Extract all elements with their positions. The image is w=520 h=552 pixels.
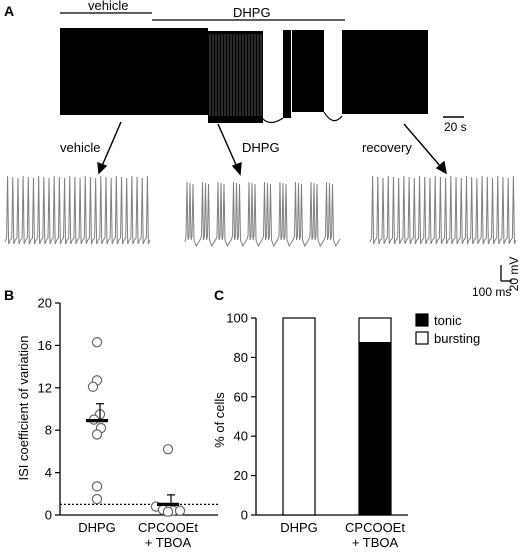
inset-spike-train <box>369 175 517 245</box>
trace-dhpg-burst-block <box>208 31 263 123</box>
b-data-point <box>87 381 99 392</box>
c-x-tick-label: DHPG <box>280 520 318 535</box>
time-scale-label: 20 s <box>444 120 467 134</box>
inset-spike-train <box>184 181 341 248</box>
inset-arrows <box>97 121 447 176</box>
b-x-tick-label: + TBOA <box>145 535 192 550</box>
panel-c-letter: C <box>214 287 224 303</box>
c-x-tick-label: CPCOOEt <box>345 520 405 535</box>
b-x-tick-label: CPCOOEt <box>138 520 198 535</box>
c-y-tick-label: 100 <box>226 311 248 326</box>
b-y-tick-label: 20 <box>38 296 52 311</box>
arrow-head-dhpg <box>231 161 242 176</box>
trace-recovery-segment <box>342 30 428 114</box>
mv-scale-label: 20 mV <box>507 257 520 292</box>
c-ylabel: % of cells <box>212 392 227 448</box>
b-ylabel: ISI coefficient of variation <box>16 335 31 480</box>
vehicle-bar-label: vehicle <box>88 0 128 13</box>
panel-a-letter: A <box>4 3 14 19</box>
ms-scale-label: 100 ms <box>472 285 511 299</box>
c-legend-label-tonic: tonic <box>434 313 462 328</box>
c-y-tick-label: 80 <box>234 350 248 365</box>
b-data-point <box>91 337 103 348</box>
inset-trace-dhpg <box>184 181 341 248</box>
b-y-tick-label: 0 <box>45 508 52 523</box>
main-voltage-trace <box>60 28 428 124</box>
inset-scale-bar: 20 mV 100 ms <box>472 257 520 299</box>
c-x-tick-label: + TBOA <box>352 535 399 550</box>
b-data-point <box>162 506 174 518</box>
arrow-dhpg <box>217 123 238 168</box>
c-bar-tonic <box>358 342 392 516</box>
arrow-vehicle <box>101 121 122 167</box>
b-y-tick-label: 12 <box>38 380 52 395</box>
b-data-point <box>91 493 103 505</box>
b-data-point <box>91 481 103 492</box>
c-y-tick-label: 40 <box>234 429 248 444</box>
panel-c-chart: 0 20 40 60 80 100 DHPG CPCOOEt+ TBOA tonic bursti… <box>226 311 480 551</box>
panel-b-chart: 0 4 8 12 16 20 DHPG CPCOOEt+ TBOA <box>38 296 218 550</box>
c-legend-swatch-bursting <box>415 331 429 345</box>
c-legend-swatch-tonic <box>415 313 429 327</box>
trace-pause <box>323 111 343 122</box>
c-y-tick-label: 20 <box>234 468 248 483</box>
inset-label-recovery: recovery <box>362 140 412 155</box>
arrow-head-vehicle <box>97 161 108 175</box>
dhpg-bar-label: DHPG <box>233 5 271 20</box>
inset-label-vehicle: vehicle <box>60 140 100 155</box>
c-legend-label-bursting: bursting <box>434 331 480 346</box>
b-data-point <box>174 505 186 516</box>
inset-spike-train <box>4 175 151 245</box>
b-y-tick-label: 8 <box>45 423 52 438</box>
c-bar-bursting <box>282 317 316 516</box>
inset-trace-vehicle <box>4 175 151 245</box>
b-y-tick-label: 4 <box>45 465 52 480</box>
trace-burst-segment <box>283 30 291 118</box>
c-y-tick-label: 60 <box>234 389 248 404</box>
trace-hyperpolarization <box>261 117 284 124</box>
c-bar-bursting <box>358 317 392 344</box>
inset-trace-recovery <box>369 175 517 245</box>
b-data-point <box>91 429 103 440</box>
arrow-head-recovery <box>435 160 447 175</box>
trace-dhpg-segment <box>292 30 324 112</box>
b-y-tick-label: 16 <box>38 338 52 353</box>
inset-label-dhpg: DHPG <box>242 140 280 155</box>
trace-vehicle-segment <box>60 28 208 115</box>
c-y-tick-label: 0 <box>241 508 248 523</box>
b-x-tick-label: DHPG <box>78 520 116 535</box>
arrow-recovery <box>403 123 442 168</box>
panel-b-letter: B <box>4 287 14 303</box>
b-data-point <box>162 444 174 455</box>
